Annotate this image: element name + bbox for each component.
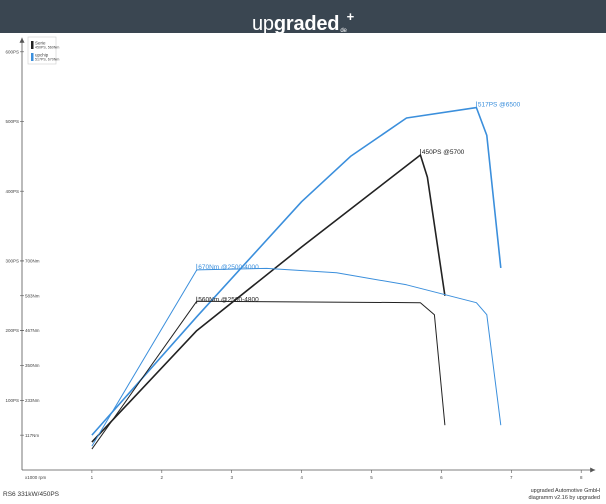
brand-logo: upgradedde + [0, 0, 606, 35]
torque-tick-label: 583Nm [25, 293, 40, 298]
car-model-label: RS6 331kW/450PS [3, 491, 60, 498]
power-tick-label: 500PS [5, 119, 19, 124]
brand-logo-text-graded: graded [273, 13, 340, 35]
torque-tick-label: 117Nm [25, 433, 39, 438]
upchip-torque-curve [91, 267, 502, 447]
chart-axes [19, 37, 596, 473]
x-tick-label: 1 [91, 475, 94, 480]
x-tick-label: 6 [440, 475, 443, 480]
torque-tick-label: 700Nm [25, 259, 40, 264]
power-tick-label: 600PS [5, 49, 19, 54]
torque-tick-label: 467Nm [25, 328, 40, 333]
x-tick-label: 2 [161, 475, 164, 480]
footer-credits: upgraded Automotive GmbH diagramm v2.16 … [528, 488, 600, 501]
upchip-power-curve [91, 106, 502, 436]
brand-logo-text-up: up [251, 13, 274, 35]
torque-tick-label: 233Nm [25, 398, 40, 403]
power-tick-label: 100PS [5, 398, 19, 403]
x-axis-arrow [590, 467, 596, 473]
power-torque-chart: 1 2 3 4 5 6 7 8 x1000 rpm 100PS 200PS 300PS 400PS 500… [5, 36, 596, 480]
x-axis-unit-label: x1000 rpm [25, 475, 47, 480]
annotation-label: 517PS @6500 [478, 102, 521, 109]
serie-torque-curve [91, 300, 446, 450]
power-tick-label: 300PS [5, 259, 19, 264]
chart-ticks: 1 2 3 4 5 6 7 8 x1000 rpm 100PS 200PS 300PS 400PS 500… [5, 49, 582, 480]
x-tick-label: 7 [510, 475, 513, 480]
y-axis-arrow [19, 37, 25, 43]
power-tick-label: 200PS [5, 328, 19, 333]
power-tick-label: 400PS [5, 189, 19, 194]
legend-series-detail: 517PS, 670Nm [35, 58, 59, 62]
annotation-label: 670Nm @2500-4000 [198, 264, 259, 271]
annotation-label: 560Nm @2500-4800 [198, 297, 259, 304]
chart-series [91, 106, 502, 450]
diagram-version: diagramm v2.16 by upgraded [528, 494, 600, 501]
x-tick-label: 5 [370, 475, 373, 480]
legend-swatch [31, 41, 34, 49]
chart-annotations: 517PS @6500 450PS @5700 670Nm @2500-4000 56… [196, 101, 521, 304]
company-name: upgraded Automotive GmbH [530, 488, 600, 494]
brand-logo-tld: de [340, 28, 347, 34]
legend-series-detail: 450PS, 560Nm [35, 46, 59, 50]
x-tick-label: 4 [300, 475, 303, 480]
legend-series-name: Serie [35, 41, 46, 46]
annotation-label: 450PS @5700 [422, 149, 465, 156]
torque-tick-label: 350Nm [25, 363, 40, 368]
brand-logo-plus: + [346, 9, 355, 24]
legend-swatch [31, 53, 34, 61]
x-tick-label: 8 [580, 475, 583, 480]
legend-series-name: upchip [35, 53, 49, 58]
header-bar: upgradedde + [0, 0, 606, 35]
x-tick-label: 3 [230, 475, 233, 480]
serie-power-curve [91, 154, 446, 443]
